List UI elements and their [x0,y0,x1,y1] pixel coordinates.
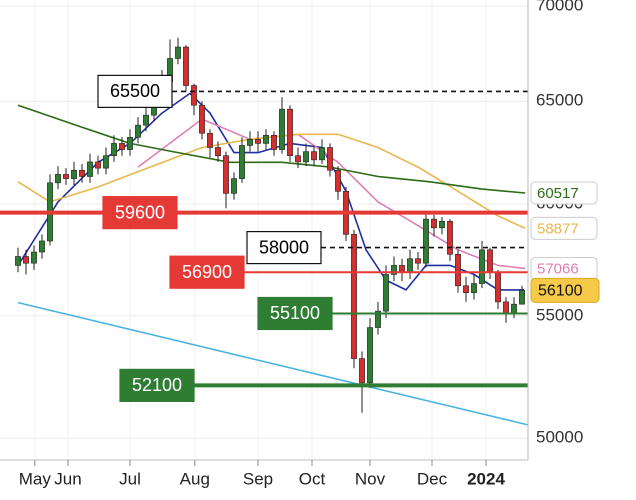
candle-body [239,145,245,179]
level-label-box [246,230,322,265]
end-label: 60517 [537,185,579,202]
candle-body [407,258,413,273]
candle-body [247,139,253,146]
candle-body [15,256,21,266]
candle-body [55,174,61,184]
end-label: 57066 [537,260,579,277]
candle-body [311,151,317,161]
candle-body [423,218,429,264]
candle-body [263,134,269,144]
candle-body [79,169,85,177]
candle-body [279,108,285,150]
x-tick-label: Dec [417,469,448,488]
candle-body [487,249,493,273]
candle-body [23,256,29,264]
candle-body [143,114,149,126]
candle-body [199,104,205,134]
x-tick-label: Sep [243,469,273,488]
level-label: 59600 [115,202,165,222]
candle-body [223,155,229,194]
candle-body [351,234,357,359]
candle-body [175,46,181,59]
candle-body [471,283,477,293]
candle-body [119,143,125,150]
candle-body [399,265,405,273]
candle-body [95,161,101,169]
candle-body [303,151,309,163]
candle-body [231,178,237,194]
end-label-box [530,216,598,240]
y-tick-label: 50000 [536,428,583,447]
x-tick-label: Jun [54,469,81,488]
level-label: 52100 [132,375,182,395]
candle-body [367,327,373,384]
level-label-box [257,296,333,331]
x-tick-label: Aug [180,469,210,488]
moving-average-line [17,133,526,230]
candle-body [215,147,221,157]
x-tick-label: May [19,469,52,488]
last-price-box [530,277,600,303]
candle-body [327,147,333,171]
y-tick-label: 65000 [536,91,583,110]
candle-body [103,155,109,169]
moving-average-line [137,118,526,270]
candle-body [503,301,509,314]
candle-body [295,155,301,163]
candle-body [391,265,397,275]
candle-body [255,139,261,144]
candle-body [31,251,37,264]
candle-body [463,285,469,293]
candle-body [135,124,141,138]
candle-body [127,137,133,150]
candle-body [87,161,93,177]
overlay: 65500 59600 58000 56900 55100 52100 [0,74,528,402]
level-label-box [169,255,245,289]
candle-body [383,274,389,312]
x-tick-label: Jul [119,469,141,488]
candle-body [39,240,45,253]
trendline [17,301,528,426]
candle-body [63,174,69,179]
last-price-label: 56100 [538,283,583,300]
candle-body [479,249,485,284]
candle-body [447,220,453,255]
x-tick-label: Nov [355,469,386,488]
candle-body [439,220,445,229]
end-label-box [530,181,598,205]
candle-body [207,132,213,148]
candle-body [271,134,277,150]
end-label: 58877 [537,220,579,237]
candle-body [71,169,77,179]
x-tick-label: 2024 [467,469,505,488]
candle-body [511,303,517,314]
level-label-box [102,196,178,230]
candle-body [495,271,501,303]
y-tick-label: 55000 [536,305,583,324]
candle-body [455,253,461,287]
level-label-box [97,74,173,108]
candle-body [319,147,325,161]
level-label: 55100 [270,303,320,323]
level-label: 58000 [259,237,309,257]
candle-body [519,290,525,305]
candle-body [359,358,365,384]
y-tick-label: 70000 [536,0,583,15]
x-tick-label: Oct [299,469,326,488]
candle-body [415,258,421,264]
candle-body [111,143,117,157]
level-label: 56900 [182,262,232,282]
candle-body [287,108,293,157]
level-label: 65500 [110,81,160,101]
candle-body [335,169,341,192]
level-label-box [119,368,195,402]
candle-body [431,218,437,229]
candle-body [191,85,197,106]
candle-body [183,46,189,86]
candle-body [375,310,381,328]
